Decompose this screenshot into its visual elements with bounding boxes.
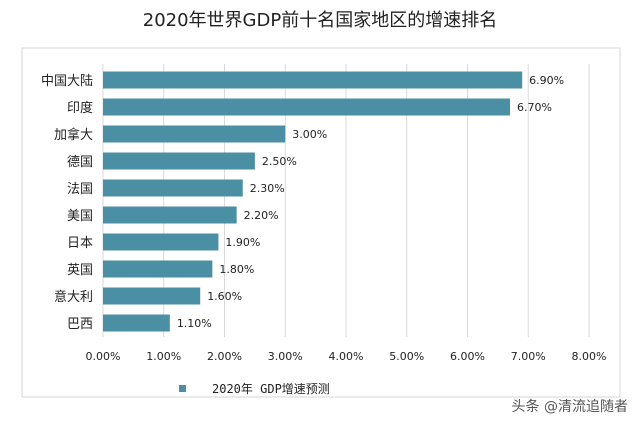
bar (103, 233, 219, 251)
category-label: 法国 (67, 182, 93, 197)
data-label: 1.80% (219, 263, 254, 276)
x-tick-label: 0.00% (86, 350, 121, 363)
category-label: 日本 (67, 236, 93, 251)
bar (103, 152, 255, 170)
data-label: 2.30% (250, 182, 285, 195)
legend-label: 2020年 GDP增速预测 (212, 382, 330, 396)
data-label: 1.90% (225, 236, 260, 249)
data-label: 1.10% (177, 317, 212, 330)
x-tick-label: 7.00% (511, 350, 546, 363)
bar (103, 71, 523, 89)
data-label: 6.70% (517, 101, 552, 114)
category-label: 德国 (67, 155, 93, 170)
data-labels: 6.90% 6.70% 3.00% 2.50% 2.30% 2.20% 1.90% 1.80%… (177, 74, 564, 330)
bar (103, 179, 243, 197)
category-label: 意大利 (54, 289, 93, 305)
x-tick-labels: 0.00% 1.00% 2.00% 3.00% 4.00% 5.00% 6.00% 7.00%… (86, 350, 607, 363)
category-label: 中国大陆 (41, 73, 93, 89)
category-label: 英国 (67, 263, 93, 278)
bar (103, 125, 286, 143)
category-label: 印度 (67, 100, 93, 116)
x-tick-label: 5.00% (389, 350, 424, 363)
legend-swatch (179, 385, 186, 392)
data-label: 3.00% (292, 128, 327, 141)
data-label: 2.20% (244, 209, 279, 222)
data-label: 2.50% (262, 155, 297, 168)
x-tick-label: 8.00% (572, 350, 607, 363)
category-label: 美国 (67, 209, 93, 224)
data-label: 1.60% (207, 290, 242, 303)
bars (103, 71, 523, 332)
plot-frame (21, 47, 621, 398)
bar (103, 98, 511, 116)
bar (103, 287, 201, 305)
bar (103, 314, 170, 332)
category-label: 巴西 (67, 317, 93, 332)
bar (103, 206, 237, 224)
category-label: 加拿大 (54, 127, 93, 143)
legend: 2020年 GDP增速预测 (179, 382, 330, 396)
chart-title: 2020年世界GDP前十名国家地区的增速排名 (143, 10, 497, 31)
x-tick-label: 1.00% (146, 350, 181, 363)
x-tick-label: 3.00% (268, 350, 303, 363)
data-label: 6.90% (529, 74, 564, 87)
bar (103, 260, 213, 278)
x-tick-label: 6.00% (450, 350, 485, 363)
x-tick-label: 4.00% (329, 350, 364, 363)
watermark-text: 头条 @清流追随者 (512, 398, 628, 415)
x-tick-label: 2.00% (207, 350, 242, 363)
